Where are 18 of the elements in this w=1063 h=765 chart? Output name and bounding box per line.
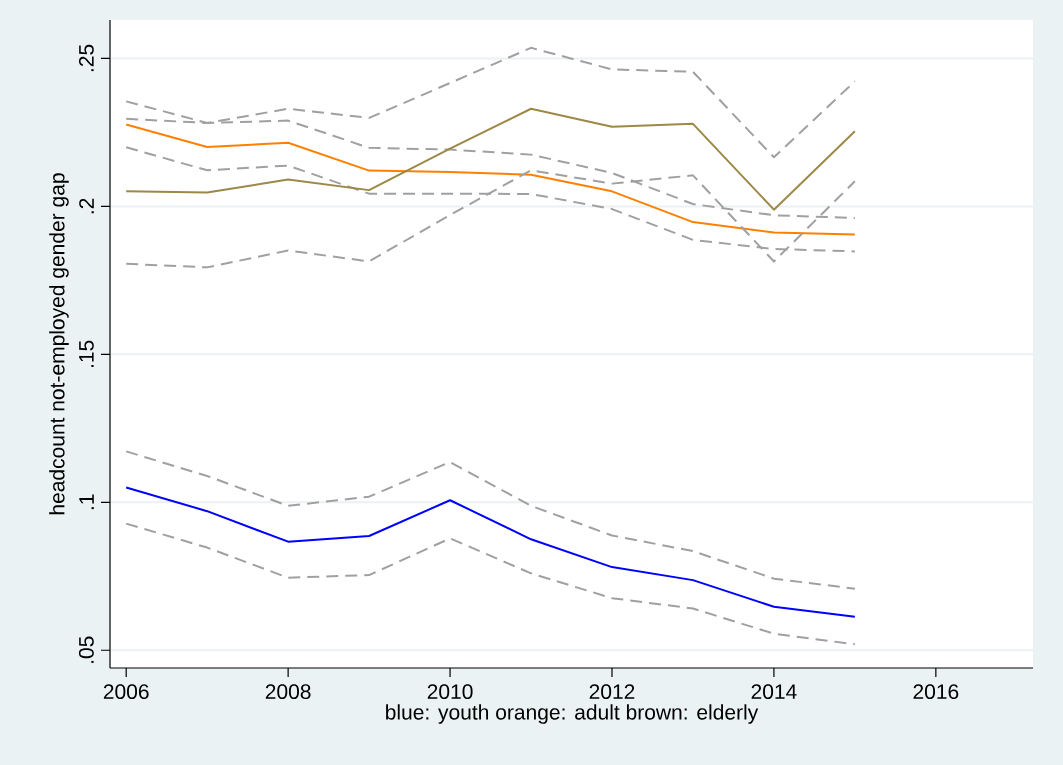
- x-tick-label: 2014: [751, 684, 797, 700]
- y-axis-title: headcount not-employed gender gap: [49, 173, 69, 515]
- y-tick-label: .2: [79, 198, 94, 214]
- x-tick-label: 2012: [589, 684, 635, 700]
- line-series: [125, 486, 856, 618]
- x-tick-label: 2010: [427, 684, 473, 700]
- y-tick-label: .05: [78, 636, 94, 663]
- line-series: [125, 123, 856, 236]
- x-tick-label: 2006: [103, 684, 149, 700]
- x-tick-label: 2016: [913, 684, 959, 700]
- x-tick-label: 2008: [265, 684, 311, 700]
- line-series: [125, 107, 856, 211]
- x-axis-title: blue: youth orange: adult brown: elderly: [386, 704, 759, 724]
- y-tick-label: .25: [78, 44, 94, 72]
- line-series: [125, 522, 856, 646]
- y-tick-label: .1: [79, 494, 94, 510]
- y-tick-label: .15: [79, 340, 94, 368]
- line-series: [125, 450, 856, 590]
